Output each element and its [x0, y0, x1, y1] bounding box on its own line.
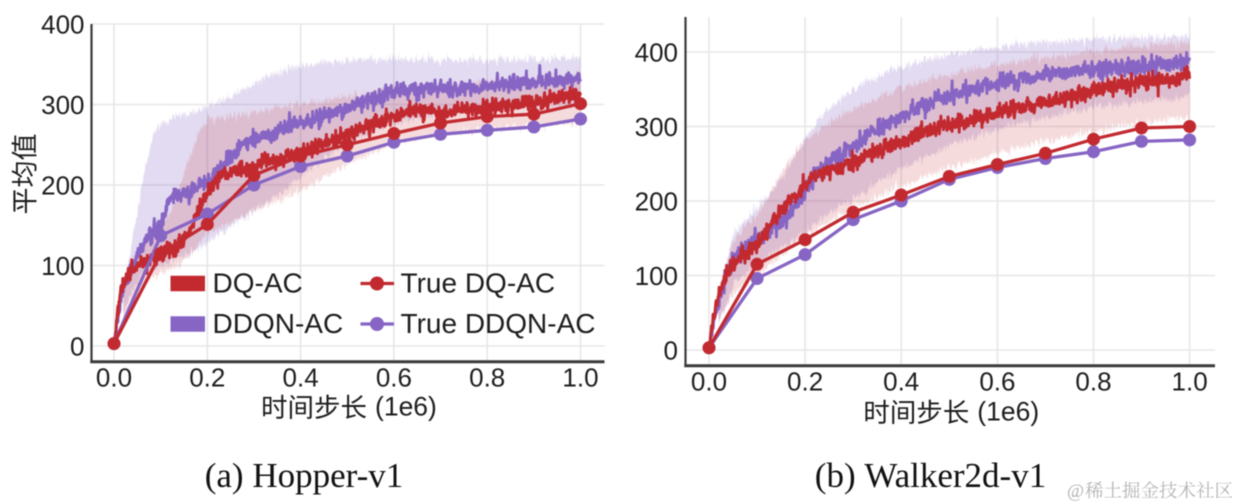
svg-text:DDQN-AC: DDQN-AC [213, 308, 344, 339]
svg-text:300: 300 [41, 90, 84, 120]
svg-text:0.8: 0.8 [469, 363, 505, 393]
svg-text:0: 0 [664, 335, 678, 365]
svg-text:0.0: 0.0 [96, 363, 132, 393]
svg-text:True DDQN-AC: True DDQN-AC [401, 308, 596, 339]
svg-text:0.0: 0.0 [691, 367, 727, 397]
svg-text:100: 100 [41, 251, 84, 281]
svg-text:(1e6): (1e6) [977, 397, 1039, 427]
svg-text:400: 400 [41, 9, 84, 39]
svg-text:0.4: 0.4 [883, 367, 919, 397]
svg-text:0.8: 0.8 [1075, 367, 1111, 397]
svg-text:400: 400 [635, 37, 678, 67]
svg-text:0: 0 [70, 331, 84, 361]
svg-text:(b) Walker2d-v1: (b) Walker2d-v1 [815, 456, 1046, 495]
svg-text:200: 200 [635, 186, 678, 216]
svg-text:1.0: 1.0 [1172, 367, 1208, 397]
svg-text:300: 300 [635, 112, 678, 142]
svg-text:DQ-AC: DQ-AC [213, 268, 303, 299]
svg-text:0.6: 0.6 [376, 363, 412, 393]
svg-text:(a) Hopper-v1: (a) Hopper-v1 [205, 456, 404, 495]
svg-text:0.6: 0.6 [979, 367, 1015, 397]
svg-text:0.2: 0.2 [189, 363, 225, 393]
svg-text:(1e6): (1e6) [375, 392, 437, 422]
svg-text:True DQ-AC: True DQ-AC [401, 268, 556, 299]
svg-text:1.0: 1.0 [562, 363, 598, 393]
svg-text:0.2: 0.2 [787, 367, 823, 397]
svg-text:0.4: 0.4 [283, 363, 319, 393]
svg-text:@: @ [1067, 482, 1084, 502]
svg-text:200: 200 [41, 170, 84, 200]
svg-text:100: 100 [635, 261, 678, 291]
